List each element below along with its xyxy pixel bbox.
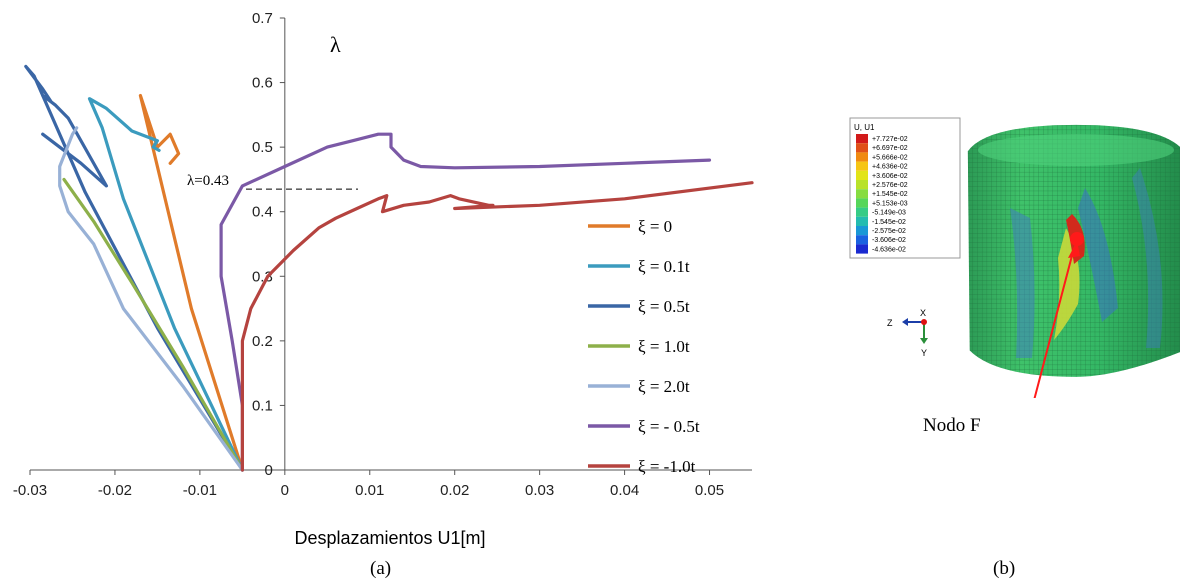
- lambda-displacement-chart: -0.03 -0.02 -0.01 0 0.01 0.02 0.03 0.04 0.05 0 0.…: [13, 10, 754, 548]
- z-arrowhead-icon: [902, 318, 908, 326]
- colorbar-label: +4.636e-02: [872, 164, 908, 171]
- node-f-marker-icon: [1070, 232, 1084, 246]
- colorbar-label: +6.697e-02: [872, 145, 908, 152]
- blue-buckle-left: [1010, 208, 1035, 358]
- chart-axes: [30, 18, 752, 471]
- x-tick-label: 0: [281, 482, 289, 499]
- colorbar-swatch: [856, 235, 868, 245]
- series-line-5: [219, 132, 712, 472]
- fem-deformation-figure: U, U1 +7.727e-02 +6.697e-02 +5.666e-02 +4.6…: [849, 117, 1180, 398]
- series-line-6: [240, 181, 754, 472]
- colorbar-swatch: [856, 189, 868, 199]
- colorbar-label: -3.606e-02: [872, 237, 906, 244]
- y-tick-label: 0.2: [252, 333, 273, 350]
- series-line-4: [58, 126, 244, 472]
- node-f-arrowhead-icon: [1068, 241, 1080, 258]
- legend-entry: ξ = 0: [638, 217, 672, 236]
- x-tick-label: 0.02: [440, 482, 469, 499]
- axis-label-x: X: [920, 308, 926, 318]
- legend-entry: ξ = - 0.5t: [638, 417, 700, 436]
- colorbar-title: U, U1: [854, 123, 875, 132]
- x-tick-labels: -0.03 -0.02 -0.01 0 0.01 0.02 0.03 0.04 0.05: [13, 470, 724, 499]
- axis-label-z: Z: [887, 318, 893, 328]
- y-tick-label: 0.4: [252, 204, 273, 221]
- blue-buckle-right: [1078, 188, 1118, 322]
- deformed-cylinder: [967, 124, 1180, 398]
- series-line-0: [138, 93, 244, 472]
- colorbar-swatch: [856, 180, 868, 190]
- x-tick-label: 0.01: [355, 482, 384, 499]
- x-tick-label: 0.05: [695, 482, 724, 499]
- colorbar-label: -2.575e-02: [872, 228, 906, 235]
- x-tick-label: -0.03: [13, 482, 47, 499]
- colorbar-label: -1.545e-02: [872, 219, 906, 226]
- y-arrowhead-icon: [920, 338, 928, 344]
- x-tick-label: -0.01: [183, 482, 217, 499]
- x-axis-label: Desplazamientos U1[m]: [294, 528, 485, 548]
- chart-legend: ξ = 0 ξ = 0.1t ξ = 0.5t ξ = 1.0t ξ = 2.0t ξ =…: [588, 217, 700, 476]
- blue-buckle-edge: [1132, 168, 1163, 348]
- colorbar-swatch: [856, 134, 868, 144]
- node-f-label: Nodo F: [923, 415, 981, 436]
- colorbar-swatch: [856, 244, 868, 254]
- axis-label-y: Y: [921, 348, 927, 358]
- colorbar-swatch: [856, 161, 868, 171]
- colorbar-label: +7.727e-02: [872, 136, 908, 143]
- colorbar-label: -4.636e-02: [872, 246, 906, 253]
- x-tick-label: 0.04: [610, 482, 639, 499]
- colorbar-label: +1.545e-02: [872, 191, 908, 198]
- colorbar-swatch: [856, 216, 868, 226]
- caption-a: (a): [370, 558, 392, 579]
- colorbar-label: +3.606e-02: [872, 173, 908, 180]
- colorbar-frame: [849, 117, 961, 259]
- x-tick-label: -0.02: [98, 482, 132, 499]
- caption-b: (b): [993, 558, 1016, 579]
- annotation-label: λ=0.43: [187, 173, 229, 189]
- y-tick-label: 0.5: [252, 139, 273, 156]
- y-tick-label: 0.6: [252, 75, 273, 92]
- node-f-pointer-line: [1033, 247, 1075, 398]
- colorbar-swatch: [856, 198, 868, 208]
- colorbar-label: -5.149e-03: [872, 210, 906, 217]
- colorbar-swatches: +7.727e-02 +6.697e-02 +5.666e-02 +4.636e-02…: [856, 134, 908, 254]
- legend-entry: ξ = 2.0t: [638, 377, 690, 396]
- y-axis-label: λ: [330, 32, 341, 57]
- cylinder-top: [978, 134, 1174, 166]
- legend-entry: ξ = 0.5t: [638, 297, 690, 316]
- y-tick-label: 0.7: [252, 10, 273, 27]
- colorbar-swatch: [856, 226, 868, 236]
- lambda-annotation: λ=0.43: [187, 173, 358, 190]
- colorbar-swatch: [856, 207, 868, 217]
- colorbar-label: +2.576e-02: [872, 182, 908, 189]
- x-axis-dot-icon: [921, 319, 927, 325]
- axis-triad: X Y Z: [887, 308, 928, 358]
- colorbar-swatch: [856, 170, 868, 180]
- legend-entry: ξ = 0.1t: [638, 257, 690, 276]
- colorbar-legend: U, U1 +7.727e-02 +6.697e-02 +5.666e-02 +4.6…: [849, 117, 961, 259]
- series-line-3: [62, 177, 244, 472]
- y-tick-labels: 0 0.1 0.2 0.3 0.4 0.5 0.6 0.7: [252, 10, 285, 479]
- y-tick-label: 0.3: [252, 268, 273, 285]
- y-tick-label: 0.1: [252, 397, 273, 414]
- legend-entry: ξ = 1.0t: [638, 337, 690, 356]
- colorbar-label: +5.153e-03: [872, 200, 908, 207]
- series-line-2: [24, 64, 244, 472]
- colorbar-label: +5.666e-02: [872, 154, 908, 161]
- series-lines: [24, 64, 754, 472]
- colorbar-swatch: [856, 152, 868, 162]
- y-tick-label: 0: [264, 462, 272, 479]
- series-line-1: [87, 97, 244, 472]
- x-tick-label: 0.03: [525, 482, 554, 499]
- colorbar-swatch: [856, 143, 868, 153]
- legend-entry: ξ = -1.0t: [638, 457, 696, 476]
